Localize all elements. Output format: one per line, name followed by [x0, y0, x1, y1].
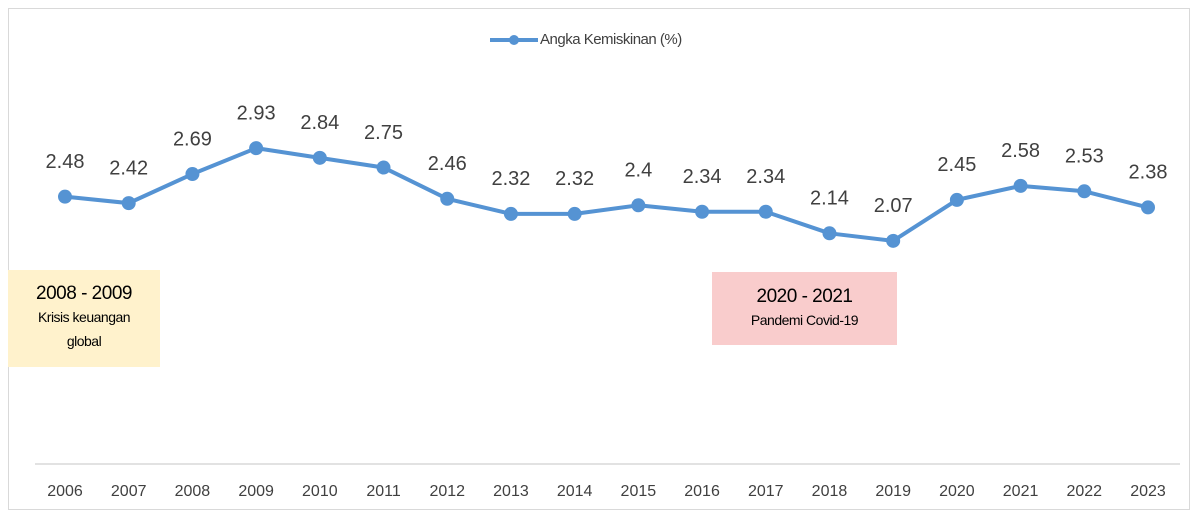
annotation-title: 2020 - 2021: [756, 286, 853, 307]
data-point: [949, 192, 964, 207]
x-tick-label: 2012: [429, 483, 465, 500]
x-tick-label: 2011: [366, 483, 401, 500]
data-point: [695, 204, 710, 219]
data-point: [185, 167, 200, 182]
data-point: [822, 226, 837, 241]
data-point: [503, 206, 518, 221]
data-label: 2.34: [746, 166, 785, 188]
x-tick-label: 2017: [748, 483, 784, 500]
data-label: 2.93: [237, 102, 276, 124]
data-point: [376, 160, 391, 175]
data-label: 2.45: [937, 154, 976, 176]
annotation-text: Pandemi Covid-19: [750, 312, 859, 328]
data-label: 2.07: [874, 195, 913, 217]
x-tick-label: 2008: [175, 483, 211, 500]
x-tick-label: 2009: [238, 483, 274, 500]
annotation-title: 2008 - 2009: [36, 283, 132, 304]
data-label: 2.46: [428, 153, 467, 175]
series-line: [64, 146, 1149, 243]
data-point: [631, 198, 646, 213]
data-point: [440, 191, 455, 206]
x-tick-label: 2022: [1066, 483, 1102, 500]
annotation-box: 2008 - 2009 Krisis keuangan global: [8, 270, 160, 367]
data-point: [758, 204, 773, 219]
x-tick-label: 2014: [557, 483, 593, 500]
data-label: 2.53: [1065, 146, 1104, 168]
legend-label: Angka Kemiskinan (%): [540, 31, 682, 48]
data-point: [121, 196, 136, 211]
x-tick-label: 2007: [111, 483, 147, 500]
x-tick-label: 2015: [621, 483, 657, 500]
x-tick-label: 2013: [493, 483, 529, 500]
data-label: 2.75: [364, 122, 403, 144]
x-tick-label: 2021: [1003, 483, 1039, 500]
x-tick-label: 2016: [684, 483, 720, 500]
data-label: 2.4: [624, 160, 652, 182]
x-tick-label: 2006: [47, 483, 83, 500]
x-tick-label: 2018: [812, 483, 848, 500]
data-label: 2.38: [1129, 162, 1168, 184]
data-label: 2.69: [173, 128, 212, 150]
data-point: [58, 189, 72, 204]
data-point: [567, 206, 582, 221]
data-point: [1077, 184, 1092, 199]
legend-marker: [509, 35, 519, 45]
x-tick-label: 2019: [875, 483, 911, 500]
data-point: [312, 150, 327, 165]
data-label: 2.84: [300, 112, 339, 134]
data-label: 2.34: [683, 166, 722, 188]
data-label: 2.32: [555, 168, 594, 190]
data-label: 2.58: [1001, 140, 1040, 162]
x-tick-label: 2020: [939, 483, 975, 500]
annotation-text: Krisis keuangan global: [37, 309, 131, 349]
data-point: [1013, 178, 1028, 193]
data-point: [1141, 200, 1155, 215]
chart-frame: [8, 8, 1190, 510]
data-label: 2.48: [46, 151, 85, 173]
x-tick-label: 2023: [1130, 483, 1166, 500]
data-label: 2.32: [491, 168, 530, 190]
x-tick-label: 2010: [302, 483, 338, 500]
data-label: 2.14: [810, 188, 849, 210]
annotation-box: 2020 - 2021 Pandemi Covid-19: [712, 272, 897, 345]
data-point: [249, 141, 264, 156]
data-point: [886, 233, 901, 248]
data-label: 2.42: [109, 157, 148, 179]
